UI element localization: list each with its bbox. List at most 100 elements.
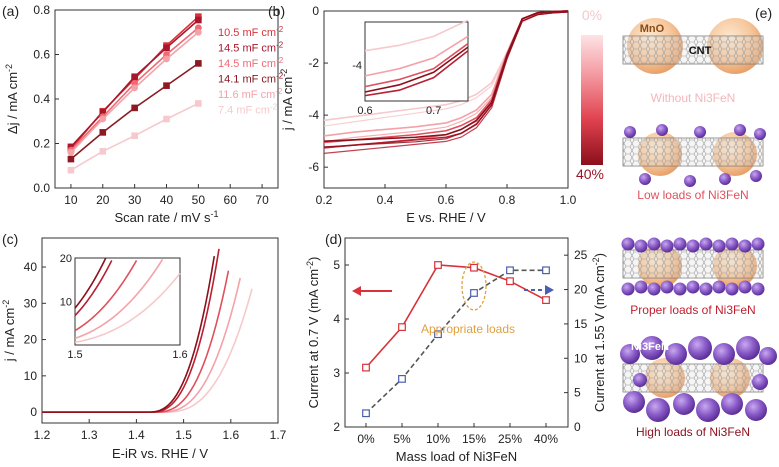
data-point <box>434 330 442 339</box>
ni3fen-particle <box>660 239 674 253</box>
panel-c: 1.2 1.3 1.4 1.5 1.6 1.7 0 10 20 30 40 E-iR vs. RHE … <box>1 231 287 461</box>
legend-entry: 11.6 mF cm-2 <box>218 87 283 102</box>
data-point <box>362 363 370 372</box>
x-tick-label: 0% <box>357 432 375 446</box>
ni3fen-particle <box>721 393 743 415</box>
y-tick-label-right: 0 <box>574 420 581 434</box>
x-tick-label: 70 <box>255 193 269 207</box>
legend-entry: 10.5 mF cm-2 <box>218 25 284 40</box>
ni3fen-particle <box>647 282 661 296</box>
ni3fen-particle <box>673 237 687 251</box>
ni3fen-particle <box>751 282 765 296</box>
data-point <box>398 323 406 331</box>
x-tick-label: 40% <box>534 432 558 446</box>
data-point <box>362 409 370 418</box>
x-tick-label: 0.4 <box>377 193 394 207</box>
y-tick-label: 0.4 <box>33 92 50 106</box>
panel-e: MnO CNT Without Ni3FeN Low loads of Ni3FeN P… <box>620 5 777 439</box>
data-point <box>163 55 170 63</box>
ni3fen-particle <box>699 237 713 251</box>
ni3fen-particle <box>754 128 766 140</box>
y-axis-label: j / mA cm-2 <box>279 69 295 131</box>
series-line <box>42 256 216 413</box>
y-tick-label-right: 25 <box>574 248 588 262</box>
ni3fen-label: Ni3FeN <box>631 341 669 353</box>
panel-caption: Without Ni3FeN <box>651 91 736 105</box>
ni3fen-particle <box>694 126 706 138</box>
x-axis-label: E-iR vs. RHE / V <box>112 446 208 461</box>
y-tick-label-right: 20 <box>574 283 588 297</box>
y-axis-label-left: Current at 0.7 V (mA cm-2) <box>305 257 321 409</box>
plot-frame <box>41 237 279 424</box>
x-tick-label: 1.3 <box>81 428 98 442</box>
data-point <box>99 129 107 136</box>
ni3fen-particle <box>751 237 765 251</box>
ni3fen-particle <box>621 237 635 251</box>
x-tick-label: 40 <box>160 193 174 207</box>
data-point <box>542 266 550 275</box>
x-tick-label: 30 <box>128 193 142 207</box>
data-point <box>99 147 107 155</box>
x-tick-label: 1.2 <box>34 428 51 442</box>
y-tick-label: -2 <box>308 56 319 70</box>
cnt-tube <box>622 137 764 167</box>
series-line <box>323 10 569 142</box>
x-tick-label: 1.5 <box>175 428 192 442</box>
ni3fen-particle <box>639 173 651 185</box>
panel-label: (e) <box>755 5 772 21</box>
y-tick-label-left: 4 <box>333 312 340 326</box>
x-axis-label: Scan rate / mV s-1 <box>114 209 218 225</box>
x-tick-label: 10 <box>64 193 78 207</box>
panel-label: (d) <box>325 231 342 247</box>
panel-label: (b) <box>268 3 285 19</box>
y-tick-label-right: 15 <box>574 317 588 331</box>
right-axis-arrowhead <box>545 285 554 295</box>
ni3fen-particle <box>621 282 635 296</box>
ni3fen-particle <box>647 237 661 251</box>
ni3fen-particle <box>752 374 768 390</box>
data-point <box>131 132 138 140</box>
y-tick-label: 0 <box>30 405 37 419</box>
cnt-shade <box>623 36 763 64</box>
colorbar <box>581 35 603 165</box>
ni3fen-particle <box>673 282 687 296</box>
ni3fen-particle <box>623 391 645 413</box>
cnt-label: CNT <box>689 45 712 57</box>
annotation-ellipse <box>461 261 487 311</box>
cnt-shade <box>623 138 763 166</box>
data-point <box>195 100 202 107</box>
plot-frame <box>344 237 569 428</box>
y-tick-label-left: 5 <box>333 258 340 272</box>
inset-series-line <box>364 19 469 52</box>
data-point <box>398 374 406 383</box>
inset-x-tick-label: 1.6 <box>172 349 187 361</box>
x-tick-label: 5% <box>393 432 411 446</box>
x-tick-label: 1.7 <box>270 428 287 442</box>
data-point <box>131 104 138 112</box>
data-point <box>67 166 75 174</box>
panel-caption: Low loads of Ni3FeN <box>637 188 748 202</box>
ni3fen-particle <box>738 239 752 253</box>
data-point <box>470 263 478 272</box>
x-tick-label: 60 <box>224 193 238 207</box>
ni3fen-particle <box>712 239 726 253</box>
inset-y-tick-label: 10 <box>60 297 72 309</box>
y-tick-label: 40 <box>24 260 38 274</box>
x-tick-label: 10% <box>426 432 450 446</box>
data-point <box>67 155 75 163</box>
y-tick-label-right: 10 <box>574 351 588 365</box>
ni3fen-particle <box>686 239 700 253</box>
y-tick-label-left: 2 <box>333 420 340 434</box>
cnt-tube <box>622 249 764 279</box>
panel-label: (a) <box>2 3 19 19</box>
x-tick-label: 15% <box>462 432 486 446</box>
inset-series-line <box>364 35 469 77</box>
inset-series-line <box>364 42 469 88</box>
y-tick-label: 20 <box>24 333 38 347</box>
data-point <box>163 82 170 89</box>
x-tick-label: 25% <box>498 432 522 446</box>
inset-x-tick-label: 0.7 <box>426 105 441 117</box>
ni3fen-particle <box>736 336 760 360</box>
data-point <box>195 16 202 24</box>
ni3fen-particle <box>673 393 695 415</box>
